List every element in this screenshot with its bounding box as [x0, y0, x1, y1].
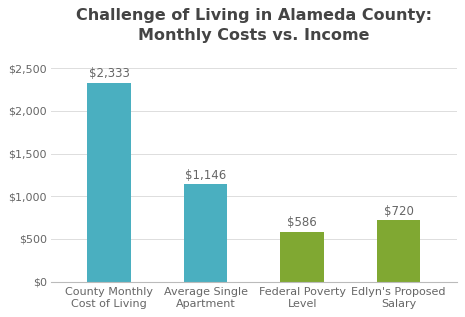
Text: $1,146: $1,146 [185, 169, 226, 182]
Text: $2,333: $2,333 [89, 68, 129, 81]
Bar [87, 82, 131, 281]
Bar [184, 184, 227, 281]
Text: $720: $720 [384, 205, 414, 218]
Title: Challenge of Living in Alameda County:
Monthly Costs vs. Income: Challenge of Living in Alameda County: M… [76, 8, 432, 43]
Text: $586: $586 [287, 217, 317, 230]
Bar [377, 220, 420, 281]
Bar [280, 231, 324, 281]
